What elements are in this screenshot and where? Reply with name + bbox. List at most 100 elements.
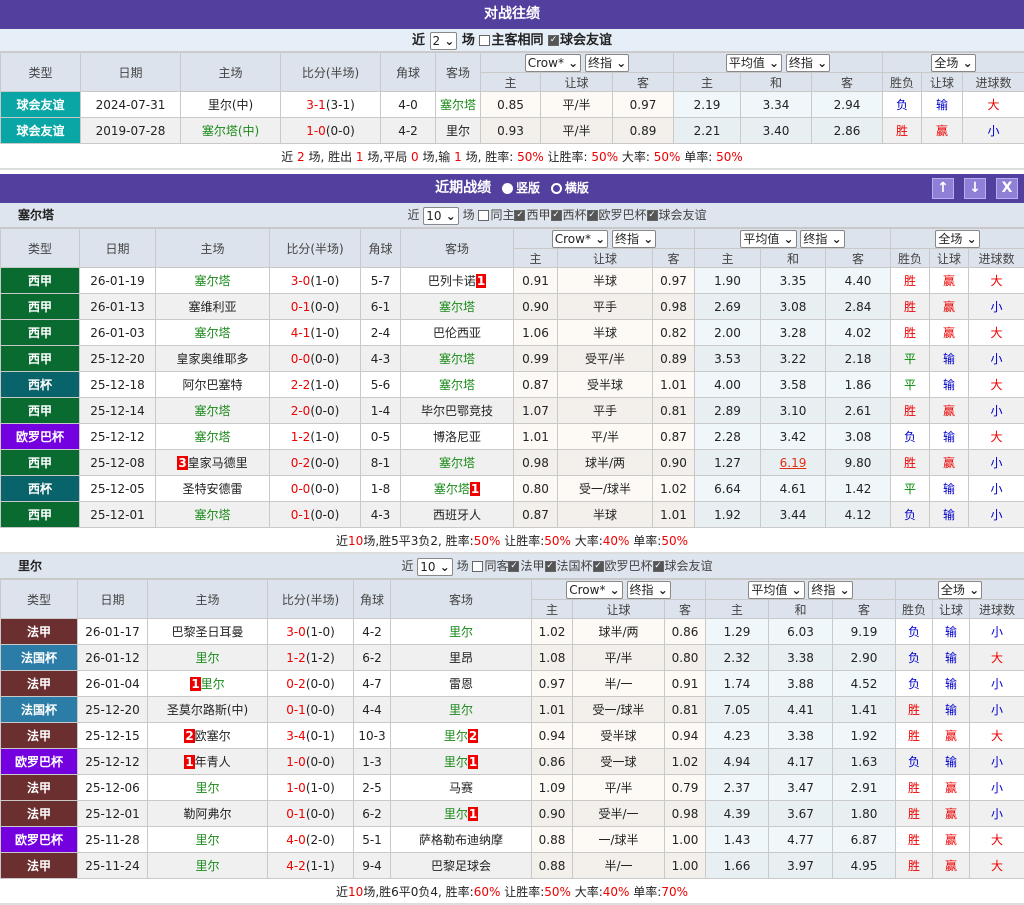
competition-badge[interactable]: 法国杯	[1, 697, 78, 723]
h2h-count-select[interactable]: 2	[430, 32, 458, 50]
home-team[interactable]: 阿尔巴塞特	[156, 372, 270, 398]
away-team[interactable]: 里尔	[391, 619, 532, 645]
vertical-radio[interactable]	[502, 183, 513, 194]
away-team[interactable]: 西班牙人	[401, 502, 514, 528]
competition-badge[interactable]: 欧罗巴杯	[1, 827, 78, 853]
away-team[interactable]: 里尔	[436, 118, 481, 144]
home-team[interactable]: 里尔	[148, 645, 268, 671]
home-team[interactable]: 皇家奥维耶多	[156, 346, 270, 372]
home-team[interactable]: 塞尔塔	[156, 320, 270, 346]
same-venue-checkbox[interactable]	[479, 35, 490, 46]
avg-kind-select[interactable]: 终指	[786, 54, 830, 72]
score[interactable]: 0-20-0	[268, 671, 354, 697]
avg-company-select[interactable]: 平均值	[726, 54, 782, 72]
avg-company-select[interactable]: 平均值	[748, 581, 804, 599]
away-team[interactable]: 里尔1	[391, 801, 532, 827]
arrow-up-icon[interactable]: ↑	[932, 178, 954, 199]
away-team[interactable]: 巴黎足球会	[391, 853, 532, 879]
odds-kind-select[interactable]: 终指	[585, 54, 629, 72]
competition-badge[interactable]: 西甲	[1, 268, 80, 294]
filter-checkbox[interactable]: ✓	[545, 561, 556, 572]
home-team[interactable]: 1里尔	[148, 671, 268, 697]
away-team[interactable]: 毕尔巴鄂竞技	[401, 398, 514, 424]
filter-checkbox[interactable]	[472, 561, 483, 572]
home-team[interactable]: 塞尔塔	[156, 268, 270, 294]
score[interactable]: 0-20-0	[270, 450, 361, 476]
competition-badge[interactable]: 法甲	[1, 619, 78, 645]
odds-company-select[interactable]: Crow*	[552, 230, 608, 248]
home-team[interactable]: 里尔	[148, 775, 268, 801]
home-team[interactable]: 里尔	[148, 853, 268, 879]
filter-checkbox[interactable]: ✓	[653, 561, 664, 572]
avg-company-select[interactable]: 平均值	[740, 230, 796, 248]
score[interactable]: 0-00-0	[270, 476, 361, 502]
home-team[interactable]: 里尔(中)	[181, 92, 281, 118]
filter-checkbox[interactable]: ✓	[551, 210, 562, 221]
competition-badge[interactable]: 西甲	[1, 294, 80, 320]
score[interactable]: 2-21-0	[270, 372, 361, 398]
score[interactable]: 4-02-0	[268, 827, 354, 853]
score[interactable]: 1-01-0	[268, 775, 354, 801]
away-team[interactable]: 塞尔塔	[436, 92, 481, 118]
score[interactable]: 0-10-0	[268, 697, 354, 723]
competition-badge[interactable]: 球会友谊	[1, 92, 81, 118]
score[interactable]: 0-00-0	[270, 346, 361, 372]
away-team[interactable]: 萨格勒布迪纳摩	[391, 827, 532, 853]
score[interactable]: 0-10-0	[270, 502, 361, 528]
filter-checkbox[interactable]	[478, 210, 489, 221]
score[interactable]: 2-00-0	[270, 398, 361, 424]
odds-kind-select[interactable]: 终指	[627, 581, 671, 599]
away-team[interactable]: 塞尔塔1	[401, 476, 514, 502]
filter-checkbox[interactable]: ✓	[593, 561, 604, 572]
range-select[interactable]: 全场	[938, 581, 982, 599]
filter-checkbox[interactable]: ✓	[514, 210, 525, 221]
home-team[interactable]: 2欧塞尔	[148, 723, 268, 749]
close-icon[interactable]: X	[996, 178, 1018, 199]
odds-company-select[interactable]: Crow*	[525, 54, 581, 72]
score[interactable]: 0-10-0	[270, 294, 361, 320]
score[interactable]: 3-01-0	[270, 268, 361, 294]
range-select[interactable]: 全场	[931, 54, 975, 72]
away-team[interactable]: 塞尔塔	[401, 372, 514, 398]
competition-badge[interactable]: 西甲	[1, 320, 80, 346]
score[interactable]: 3-01-0	[268, 619, 354, 645]
filter-checkbox[interactable]: ✓	[587, 210, 598, 221]
home-team[interactable]: 里尔	[148, 827, 268, 853]
away-team[interactable]: 雷恩	[391, 671, 532, 697]
competition-badge[interactable]: 西杯	[1, 476, 80, 502]
horizontal-radio[interactable]	[551, 183, 562, 194]
home-team[interactable]: 勒阿弗尔	[148, 801, 268, 827]
competition-badge[interactable]: 西甲	[1, 346, 80, 372]
odds-kind-select[interactable]: 终指	[612, 230, 656, 248]
competition-badge[interactable]: 欧罗巴杯	[1, 424, 80, 450]
filter-checkbox[interactable]: ✓	[508, 561, 519, 572]
range-select[interactable]: 全场	[935, 230, 979, 248]
away-team[interactable]: 塞尔塔	[401, 294, 514, 320]
home-team[interactable]: 塞尔塔	[156, 398, 270, 424]
away-team[interactable]: 塞尔塔	[401, 346, 514, 372]
score[interactable]: 4-11-0	[270, 320, 361, 346]
away-team[interactable]: 博洛尼亚	[401, 424, 514, 450]
odds-company-select[interactable]: Crow*	[566, 581, 622, 599]
avg-kind-select[interactable]: 终指	[800, 230, 844, 248]
competition-badge[interactable]: 西杯	[1, 372, 80, 398]
competition-badge[interactable]: 法甲	[1, 853, 78, 879]
score[interactable]: 3-13-1	[281, 92, 381, 118]
away-team[interactable]: 塞尔塔	[401, 450, 514, 476]
home-team[interactable]: 圣莫尔路斯(中)	[148, 697, 268, 723]
competition-badge[interactable]: 球会友谊	[1, 118, 81, 144]
count-select[interactable]: 10	[423, 207, 459, 225]
score[interactable]: 3-40-1	[268, 723, 354, 749]
away-team[interactable]: 里昂	[391, 645, 532, 671]
competition-badge[interactable]: 欧罗巴杯	[1, 749, 78, 775]
competition-badge[interactable]: 法甲	[1, 723, 78, 749]
competition-badge[interactable]: 法甲	[1, 671, 78, 697]
home-team[interactable]: 塞尔塔	[156, 502, 270, 528]
competition-badge[interactable]: 法甲	[1, 775, 78, 801]
avg-kind-select[interactable]: 终指	[808, 581, 852, 599]
friendly-checkbox[interactable]: ✓	[548, 35, 559, 46]
away-team[interactable]: 里尔	[391, 697, 532, 723]
arrow-down-icon[interactable]: ↓	[964, 178, 986, 199]
away-team[interactable]: 巴伦西亚	[401, 320, 514, 346]
count-select[interactable]: 10	[417, 558, 453, 576]
